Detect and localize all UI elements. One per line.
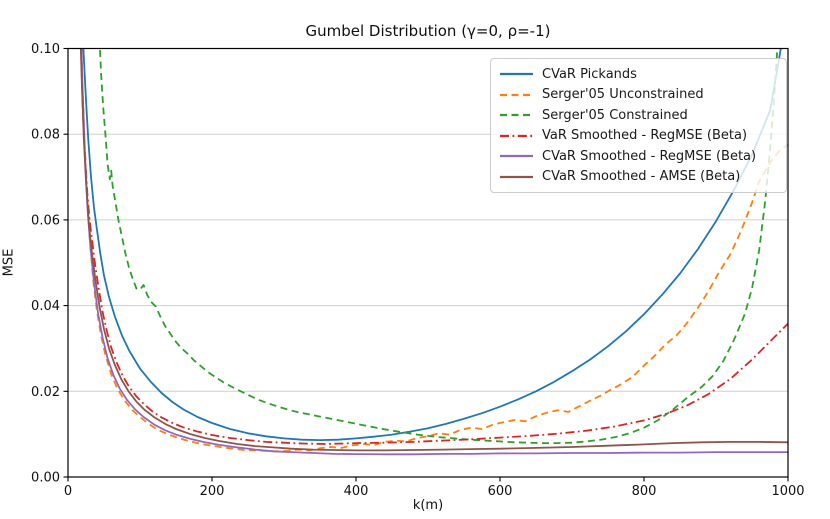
y-tick-label: 0.02 (31, 385, 60, 400)
plot-border (67, 47, 789, 478)
legend-line-swatch (500, 134, 533, 137)
legend-label: CVaR Pickands (542, 66, 637, 82)
legend-label: CVaR Smoothed - RegMSE (Beta) (542, 148, 757, 164)
series-line-cvar-smoothed-amse-beta (79, 48, 788, 452)
series-line-serger-05-unconstrained (80, 48, 788, 453)
x-axis-label: k(m) (412, 498, 444, 513)
series-line-cvar-smoothed-regmse-beta (80, 48, 788, 456)
x-tick-label: 400 (344, 484, 369, 499)
x-tick-label: 600 (488, 484, 513, 499)
y-tick-label: 0.10 (31, 42, 60, 57)
legend-label: Serger'05 Constrained (542, 107, 688, 123)
y-tick-label: 0.08 (31, 128, 60, 143)
series-line-serger-05-constrained (99, 48, 779, 444)
y-tick-label: 0.04 (31, 299, 60, 314)
legend-item: Serger'05 Constrained (500, 105, 778, 126)
legend-line-swatch (500, 93, 533, 96)
x-tick-label: 0 (64, 484, 72, 499)
legend-item: CVaR Smoothed - AMSE (Beta) (500, 167, 778, 188)
legend-line-swatch (500, 155, 533, 158)
legend-item: CVaR Pickands (500, 64, 778, 85)
y-axis-label: MSE (1, 248, 17, 277)
chart-title: Gumbel Distribution (γ=0, ρ=-1) (305, 22, 551, 40)
legend-line-swatch (500, 73, 533, 76)
x-tick-label: 800 (632, 484, 657, 499)
legend-label: CVaR Smoothed - AMSE (Beta) (542, 169, 741, 185)
legend-item: CVaR Smoothed - RegMSE (Beta) (500, 146, 778, 167)
legend: CVaR Pickands Serger'05 Unconstrained Serg… (490, 58, 787, 193)
y-tick-label: 0.06 (31, 213, 60, 228)
legend-line-swatch (500, 114, 533, 117)
x-tick-label: 1000 (771, 484, 804, 499)
x-tick-label: 200 (200, 484, 225, 499)
legend-item: Serger'05 Unconstrained (500, 85, 778, 106)
legend-label: Serger'05 Unconstrained (542, 87, 704, 103)
legend-label: VaR Smoothed - RegMSE (Beta) (542, 128, 748, 144)
legend-item: VaR Smoothed - RegMSE (Beta) (500, 126, 778, 147)
series-line-var-smoothed-regmse-beta (79, 48, 788, 445)
legend-line-swatch (500, 175, 533, 178)
y-tick-label: 0.00 (31, 471, 60, 486)
series-line-cvar-pickands (82, 48, 782, 441)
